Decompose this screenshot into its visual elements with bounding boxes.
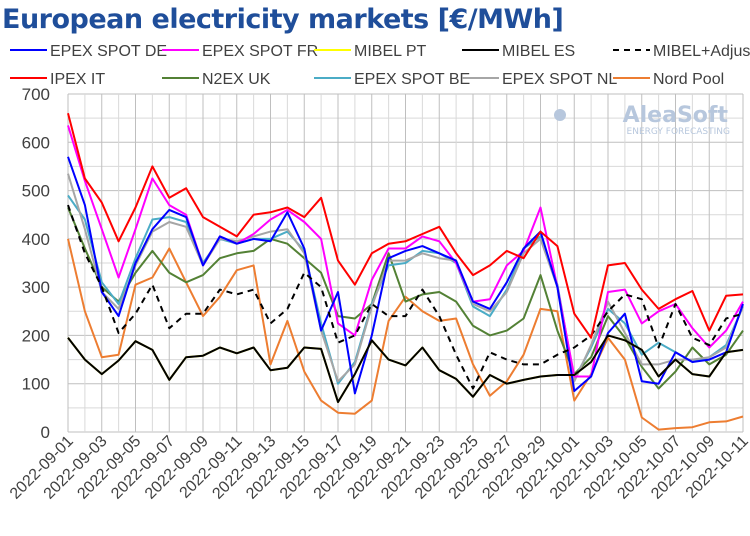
y-tick-label: 0 <box>41 423 50 442</box>
legend-label: IPEX IT <box>50 71 105 88</box>
y-tick-label: 100 <box>22 375 50 394</box>
y-tick-label: 700 <box>22 85 50 104</box>
legend-label: EPEX SPOT NL <box>502 71 617 88</box>
legend-label: MIBEL PT <box>354 43 427 60</box>
legend-label: EPEX SPOT FR <box>202 43 318 60</box>
y-tick-label: 500 <box>22 182 50 201</box>
logo-subtext: ENERGY FORECASTING <box>627 127 730 137</box>
legend-label: MIBEL ES <box>502 43 575 60</box>
series-line-epex-spot-fr <box>67 125 744 378</box>
y-tick-label: 600 <box>22 133 50 152</box>
y-tick-label: 400 <box>22 230 50 249</box>
chart-title: European electricity markets [€/MWh] <box>2 4 564 35</box>
series-line-mibel-es <box>67 334 744 404</box>
series-line-epex-spot-de <box>67 156 744 395</box>
series-line-nord-pool <box>67 238 744 431</box>
legend-label: MIBEL+Adjust <box>653 43 750 60</box>
series-line-mibel-adjust <box>67 204 744 390</box>
logo-text: AleaSoft <box>623 103 729 128</box>
series-line-n2ex-uk <box>67 207 744 390</box>
legend-label: EPEX SPOT DE <box>50 43 167 60</box>
legend-label: EPEX SPOT BE <box>354 71 470 88</box>
logo-icon <box>554 109 566 121</box>
legend-label: N2EX UK <box>202 71 271 88</box>
y-tick-label: 200 <box>22 326 50 345</box>
legend-label: Nord Pool <box>653 71 724 88</box>
y-tick-label: 300 <box>22 278 50 297</box>
series-line-ipex-it <box>67 113 744 339</box>
